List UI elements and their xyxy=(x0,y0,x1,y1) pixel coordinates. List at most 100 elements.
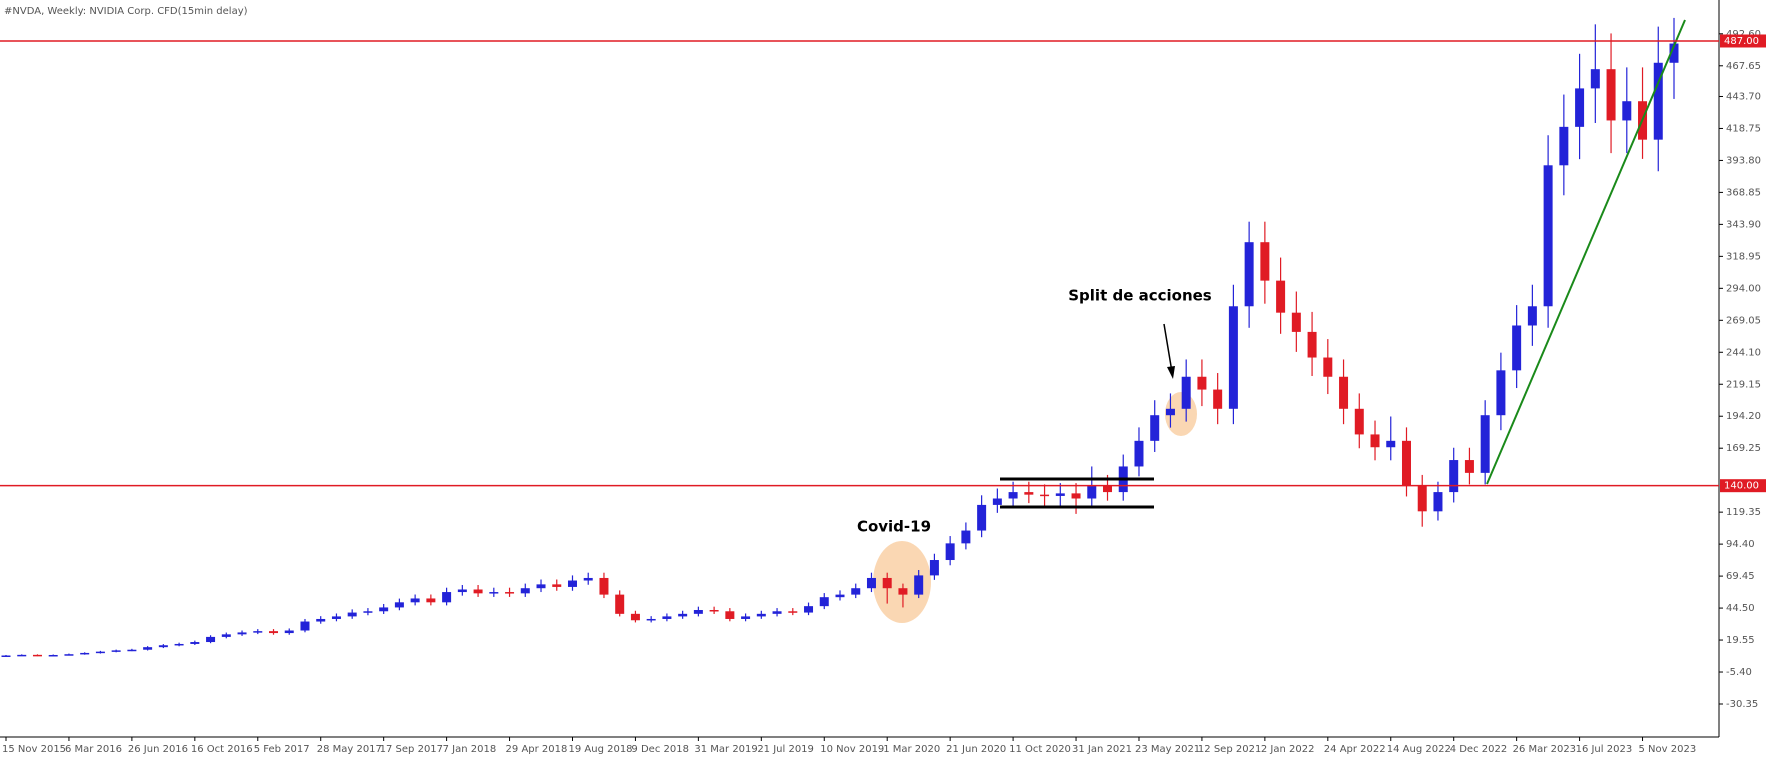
candle-body xyxy=(804,606,814,613)
x-tick-label: 1 Mar 2020 xyxy=(883,744,940,755)
candle-body xyxy=(300,621,310,631)
x-tick-label: 29 Apr 2018 xyxy=(506,744,568,755)
candle-body xyxy=(331,616,341,619)
overlay: Covid-19 Split de acciones xyxy=(857,19,1686,536)
candle-body xyxy=(190,642,200,644)
x-tick-label: 28 May 2017 xyxy=(317,744,382,755)
candle-body xyxy=(709,609,719,612)
x-tick-label: 16 Jul 2023 xyxy=(1576,744,1633,755)
x-tick-label: 24 Apr 2022 xyxy=(1324,744,1386,755)
x-tick-label: 16 Oct 2016 xyxy=(191,744,253,755)
candle-body xyxy=(1150,415,1160,441)
arrow-shaft xyxy=(1163,323,1173,373)
candle-body xyxy=(1480,415,1490,473)
price-level-label: 140.00 xyxy=(1724,481,1759,492)
candle-body xyxy=(505,592,515,594)
candle-body xyxy=(379,607,389,612)
y-tick-label: 194.20 xyxy=(1726,411,1761,422)
candles xyxy=(1,17,1679,657)
candle-body xyxy=(615,594,625,614)
candle-body xyxy=(1181,376,1191,409)
candle-body xyxy=(1260,242,1270,281)
y-tick-label: 368.85 xyxy=(1726,187,1761,198)
x-tick-label: 31 Jan 2021 xyxy=(1072,744,1132,755)
x-tick-label: 15 Nov 2015 xyxy=(2,744,66,755)
candle-body xyxy=(992,498,1002,505)
candle-body xyxy=(363,611,373,613)
candle-body xyxy=(552,584,562,587)
y-tick-label: -5.40 xyxy=(1726,667,1752,678)
candle-body xyxy=(1008,492,1018,499)
candle-body xyxy=(48,654,58,657)
candle-body xyxy=(174,643,184,646)
candle-body xyxy=(851,588,861,595)
candle-body xyxy=(1165,408,1175,416)
candle-body xyxy=(662,616,672,619)
candle-body xyxy=(473,589,483,594)
candle-body xyxy=(1244,242,1254,307)
y-tick-label: 418.75 xyxy=(1726,123,1761,134)
candle-body xyxy=(520,588,530,594)
candle-body xyxy=(253,631,263,633)
candle-body xyxy=(945,543,955,561)
candle-body xyxy=(80,652,90,655)
x-tick-label: 17 Sep 2017 xyxy=(380,744,443,755)
candle-body xyxy=(1040,494,1050,497)
candle-body xyxy=(410,598,420,603)
candle-body xyxy=(1354,408,1364,435)
candle-body xyxy=(741,616,751,619)
candle-body xyxy=(788,611,798,613)
candle-body xyxy=(316,618,326,622)
x-tick-label: 7 Jan 2018 xyxy=(443,744,497,755)
y-tick-label: 244.10 xyxy=(1726,347,1761,358)
candle-body xyxy=(898,588,908,595)
candle-body xyxy=(1339,376,1349,409)
candle-body xyxy=(819,597,829,607)
candle-body xyxy=(1527,306,1537,326)
candle-body xyxy=(1464,460,1474,473)
candle-body xyxy=(158,645,168,648)
candle-body xyxy=(1669,43,1679,63)
candle-body xyxy=(567,580,577,587)
candle-body xyxy=(1197,376,1207,390)
x-tick-label: 10 Nov 2019 xyxy=(820,744,884,755)
candle-body xyxy=(1134,440,1144,467)
y-tick-label: 343.90 xyxy=(1726,219,1761,230)
candle-body xyxy=(206,636,216,643)
candle-body xyxy=(678,613,688,617)
candle-body xyxy=(1559,126,1569,166)
candle-body xyxy=(914,575,924,595)
x-tick-label: 26 Mar 2023 xyxy=(1513,744,1576,755)
price-level-box xyxy=(1720,34,1766,48)
y-tick-label: 492.60 xyxy=(1726,29,1761,40)
candle-body xyxy=(1213,389,1223,409)
candle-body xyxy=(32,654,42,657)
candle-body xyxy=(394,602,404,608)
chart-title: #NVDA, Weekly: NVIDIA Corp. CFD(15min de… xyxy=(4,6,248,17)
candle-body xyxy=(95,651,105,654)
x-tick-label: 19 Aug 2018 xyxy=(568,744,632,755)
y-tick-label: 219.15 xyxy=(1726,379,1761,390)
candle-body xyxy=(882,577,892,589)
candle-body xyxy=(1386,440,1396,448)
candle-body xyxy=(1071,493,1081,499)
x-tick-label: 26 Jun 2016 xyxy=(128,744,188,755)
x-tick-label: 23 May 2021 xyxy=(1135,744,1200,755)
candle-body xyxy=(961,530,971,544)
trend-line xyxy=(1486,19,1686,485)
x-tick-label: 14 Aug 2022 xyxy=(1387,744,1451,755)
candle-body xyxy=(929,560,939,576)
candle-body xyxy=(1433,492,1443,512)
y-tick-label: -30.35 xyxy=(1726,699,1758,710)
candle-body xyxy=(756,613,766,617)
candle-body xyxy=(269,631,279,634)
x-tick-label: 21 Jun 2020 xyxy=(946,744,1006,755)
y-tick-label: 119.35 xyxy=(1726,507,1761,518)
candle-body xyxy=(583,577,593,581)
candle-body xyxy=(1055,493,1065,496)
candle-body xyxy=(221,634,231,637)
candle-body xyxy=(1323,357,1333,377)
x-tick-label: 9 Dec 2018 xyxy=(631,744,689,755)
x-tick-label: 11 Oct 2020 xyxy=(1009,744,1071,755)
